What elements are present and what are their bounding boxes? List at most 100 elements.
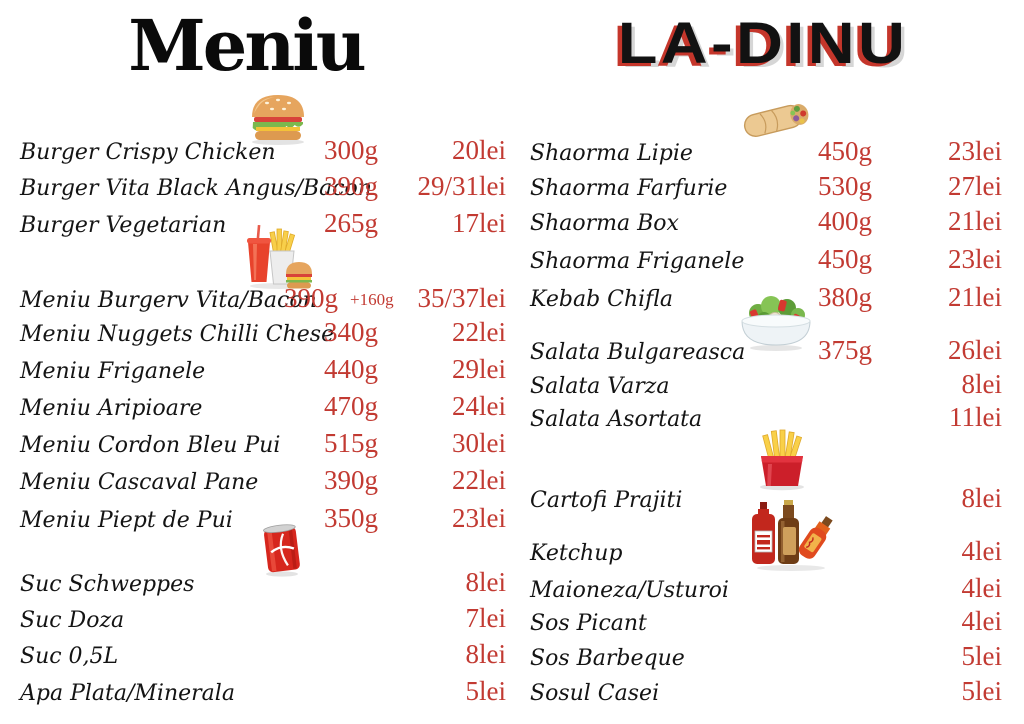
menu-item-row: Cartofi Prajiti 8lei xyxy=(530,483,1002,518)
item-price: 23lei xyxy=(452,503,506,533)
item-grams: 470g xyxy=(324,391,378,421)
fries-icon xyxy=(753,428,811,497)
item-extra-grams: +160g xyxy=(350,290,394,309)
item-grams: 530g xyxy=(818,171,872,201)
item-grams: 390g xyxy=(324,465,378,495)
item-price: 21lei xyxy=(948,282,1002,312)
item-name: Salata Varza xyxy=(530,374,670,399)
item-name: Shaorma Lipie xyxy=(530,141,693,166)
item-price: 5lei xyxy=(465,676,507,706)
menu-item-row: Suc 0,5L 8lei xyxy=(20,639,506,674)
item-grams: 400g xyxy=(818,206,872,236)
item-grams: 440g xyxy=(324,354,378,384)
item-name: Shaorma Box xyxy=(530,211,679,236)
item-price: 29lei xyxy=(452,354,506,384)
item-grams: 450g xyxy=(818,136,872,166)
menu-item-row: Shaorma Box 400g 21lei xyxy=(530,206,1002,241)
item-name: Suc Doza xyxy=(20,608,125,633)
item-name: Suc Schweppes xyxy=(20,572,195,597)
item-name: Sos Picant xyxy=(530,611,647,636)
cola-can-icon xyxy=(261,522,303,583)
item-name: Meniu Aripioare xyxy=(20,396,203,421)
item-name: Cartofi Prajiti xyxy=(530,488,683,513)
menu-item-row: Suc Doza 7lei xyxy=(20,603,506,638)
item-price: 21lei xyxy=(948,206,1002,236)
menu-item-row: Shaorma Friganele 450g 23lei xyxy=(530,244,1002,279)
salad-bowl-icon xyxy=(735,292,817,357)
item-price: 24lei xyxy=(452,391,506,421)
item-price: 29/31lei xyxy=(417,171,507,201)
item-name: Meniu Friganele xyxy=(20,359,206,384)
item-name: Meniu Cordon Bleu Pui xyxy=(20,433,281,458)
left-column-title: Meniu xyxy=(128,4,366,87)
item-price: 22lei xyxy=(452,317,506,347)
item-name: Suc 0,5L xyxy=(20,644,119,669)
item-name: Burger Vita Black Angus/Bacon xyxy=(20,176,372,201)
item-grams: 390g xyxy=(324,171,378,201)
item-grams: 515g xyxy=(324,428,378,458)
menu-item-row: Meniu Friganele 440g 29lei xyxy=(20,354,506,389)
item-name: Burger Crispy Chicken xyxy=(20,140,276,165)
menu-item-row: Salata Bulgareasca 375g 26lei xyxy=(530,335,1002,370)
brand-logo: LA-DINU xyxy=(617,11,909,76)
menu-item-row: Burger Vita Black Angus/Bacon 390g 29/31… xyxy=(20,171,506,206)
combo-meal-icon xyxy=(246,224,314,295)
menu-item-row: Ketchup 4lei xyxy=(530,536,1002,571)
item-grams: 390g xyxy=(284,283,338,313)
item-name: Salata Asortata xyxy=(530,407,703,432)
item-name: Shaorma Farfurie xyxy=(530,176,728,201)
menu-item-row: Salata Varza 8lei xyxy=(530,369,1002,404)
menu-item-row: Sosul Casei 5lei xyxy=(530,676,1002,711)
item-grams: 300g xyxy=(324,135,378,165)
menu-item-row: Meniu Nuggets Chilli Chese 340g 22lei xyxy=(20,317,506,352)
item-name: Burger Vegetarian xyxy=(20,213,227,238)
menu-item-row: Apa Plata/Minerala 5lei xyxy=(20,676,506,711)
menu-item-row: Meniu Aripioare 470g 24lei xyxy=(20,391,506,426)
item-price: 35/37lei xyxy=(417,283,507,313)
burger-icon xyxy=(247,90,309,151)
shaorma-wrap-icon xyxy=(738,96,816,149)
item-price: 30lei xyxy=(452,428,506,458)
item-grams: 340g xyxy=(324,317,378,347)
menu-item-row: Salata Asortata 11lei xyxy=(530,402,1002,437)
item-grams: 350g xyxy=(324,503,378,533)
item-grams: 265g xyxy=(324,208,378,238)
item-price: 11lei xyxy=(949,402,1002,432)
item-price: 26lei xyxy=(948,335,1002,365)
item-price: 4lei xyxy=(961,606,1003,636)
item-name: Shaorma Friganele xyxy=(530,249,745,274)
item-price: 20lei xyxy=(452,135,506,165)
item-price: 23lei xyxy=(948,136,1002,166)
item-price: 17lei xyxy=(452,208,506,238)
menu-item-row: Shaorma Farfurie 530g 27lei xyxy=(530,171,1002,206)
item-price: 4lei xyxy=(961,536,1003,566)
menu-item-row: Suc Schweppes 8lei xyxy=(20,567,506,602)
item-name: Sosul Casei xyxy=(530,681,660,706)
item-price: 23lei xyxy=(948,244,1002,274)
item-name: Meniu Nuggets Chilli Chese xyxy=(20,322,335,347)
item-price: 22lei xyxy=(452,465,506,495)
item-price: 5lei xyxy=(961,676,1003,706)
item-price: 8lei xyxy=(465,567,507,597)
item-grams: 375g xyxy=(818,335,872,365)
item-price: 27lei xyxy=(948,171,1002,201)
item-name: Ketchup xyxy=(530,541,623,566)
menu-item-row: Shaorma Lipie 450g 23lei xyxy=(530,136,1002,171)
menu-item-row: Maioneza/Usturoi 4lei xyxy=(530,573,1002,608)
menu-item-row: Burger Vegetarian 265g 17lei xyxy=(20,208,506,243)
item-price: 8lei xyxy=(961,483,1003,513)
item-name: Meniu Cascaval Pane xyxy=(20,470,259,495)
menu-item-row: Meniu Burgerv Vita/Bacon 390g +160g 35/3… xyxy=(20,283,506,318)
item-price: 8lei xyxy=(961,369,1003,399)
sauce-bottles-icon xyxy=(748,500,834,577)
item-price: 7lei xyxy=(465,603,507,633)
item-price: 4lei xyxy=(961,573,1003,603)
item-name: Meniu Burgerv Vita/Bacon xyxy=(20,288,317,313)
item-name: Kebab Chifla xyxy=(530,287,673,312)
item-price: 5lei xyxy=(961,641,1003,671)
item-grams: 450g xyxy=(818,244,872,274)
menu-item-row: Sos Barbeque 5lei xyxy=(530,641,1002,676)
menu-item-row: Kebab Chifla 380g 21lei xyxy=(530,282,1002,317)
item-name: Sos Barbeque xyxy=(530,646,685,671)
